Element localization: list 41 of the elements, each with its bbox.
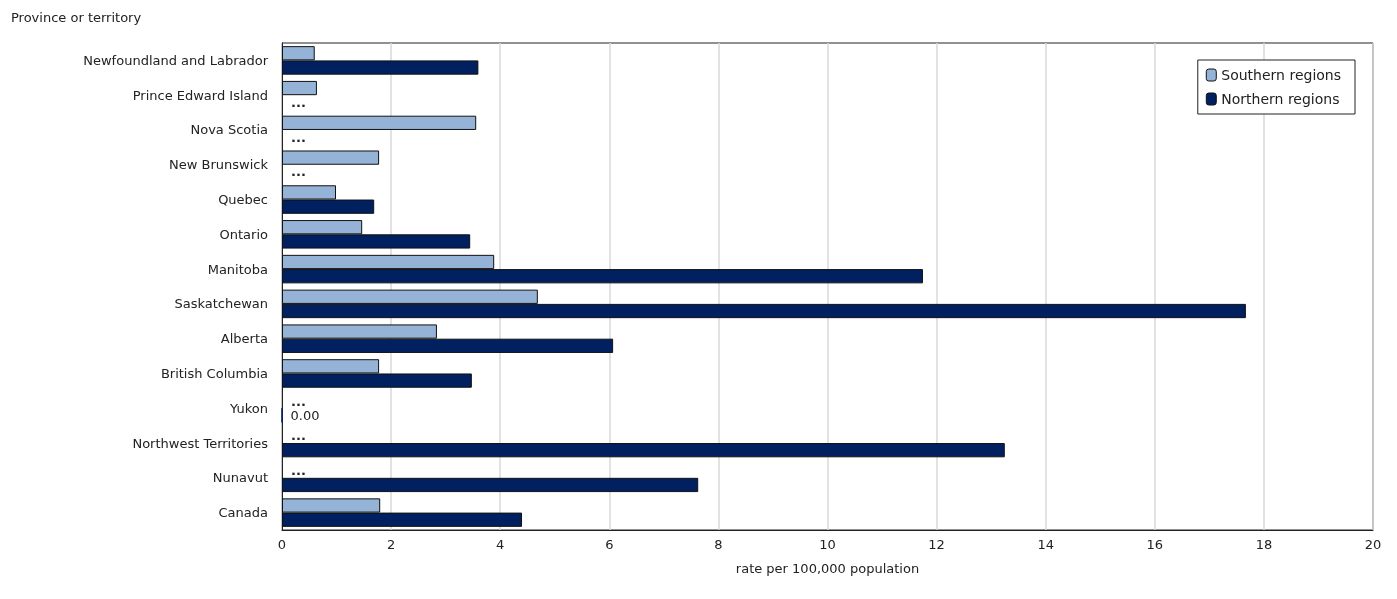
x-tick-label: 0: [277, 537, 287, 552]
x-tick-label: 6: [605, 537, 614, 552]
text: ...: [291, 129, 306, 145]
y-tick-label: New Brunswick: [169, 157, 269, 173]
x-tick-label: 14: [1037, 537, 1054, 552]
text: ...: [291, 393, 306, 409]
bar: [282, 80, 317, 96]
x-tick-label: 10: [819, 537, 836, 552]
y-tick-label: Prince Edward Island: [132, 87, 268, 103]
text: ...: [291, 463, 306, 479]
y-tick-label: Quebec: [218, 192, 268, 208]
legend-label: Southern regions: [1221, 67, 1342, 83]
x-tick-label: 20: [1364, 537, 1382, 552]
legend-label: Northern regions: [1221, 91, 1340, 107]
y-tick-label: Canada: [218, 505, 268, 521]
x-tick-label: 18: [1255, 537, 1273, 552]
data-label: 0.00: [290, 407, 320, 423]
y-axis-title: Province or territory: [11, 10, 142, 25]
y-tick-label: Alberta: [220, 331, 268, 347]
y-tick-label: Newfoundland and Labrador: [83, 52, 269, 68]
y-tick-label: Saskatchewan: [174, 296, 268, 312]
bar: [282, 477, 699, 493]
x-tick-label: 12: [928, 537, 945, 552]
y-tick-label: British Columbia: [160, 365, 268, 381]
x-tick-label: 8: [714, 537, 723, 552]
y-tick-label: Ontario: [219, 226, 269, 242]
y-tick-label: Northwest Territories: [132, 435, 269, 451]
bar: [282, 150, 380, 165]
y-tick-label: Manitoba: [207, 261, 268, 277]
text: ...: [291, 164, 306, 180]
x-axis-title: rate per 100,000 population: [735, 561, 920, 576]
text: ...: [291, 94, 306, 110]
text: ...: [291, 428, 306, 444]
y-tick-label: Nunavut: [212, 470, 268, 486]
x-tick-label: 16: [1146, 537, 1164, 552]
y-tick-label: Yukon: [229, 400, 268, 416]
y-tick-label: Nova Scotia: [190, 122, 268, 138]
x-tick-label: 2: [386, 537, 396, 552]
x-tick-label: 4: [496, 537, 505, 552]
bar: [282, 115, 477, 130]
bar: [282, 443, 1005, 458]
